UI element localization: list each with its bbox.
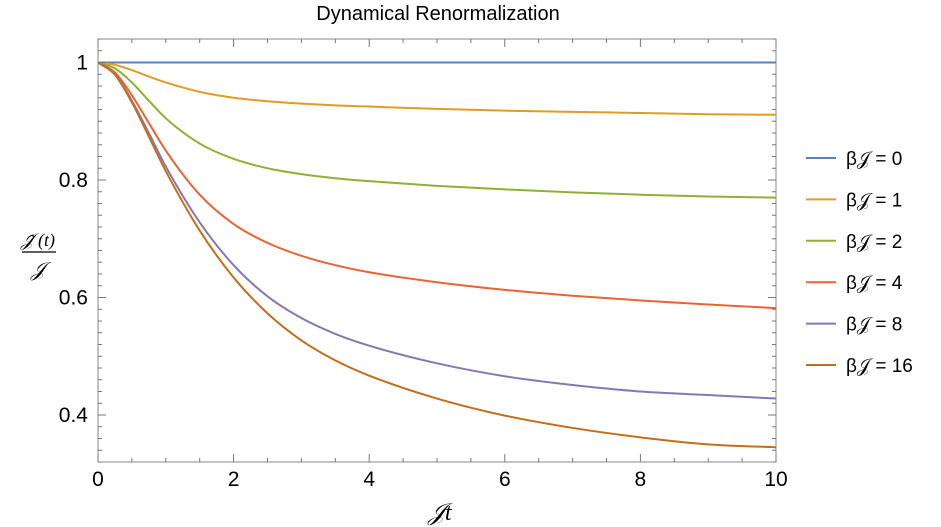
series-line-5 — [97, 61, 777, 449]
y-axis-label-numerator: 𝒥̃ (t) — [20, 230, 55, 251]
y-tick-label: 0.8 — [59, 169, 88, 192]
x-tick-label: 10 — [764, 468, 787, 491]
chart-title: Dynamical Renormalization — [316, 3, 559, 25]
y-tick-label: 0.4 — [59, 404, 89, 427]
legend: β𝒥 = 0 β𝒥 = 1 β𝒥 = 2 β𝒥 = 4 β𝒥 = 8 β𝒥 = 16 — [806, 149, 913, 377]
x-tick-label: 2 — [228, 468, 240, 491]
series-layer — [97, 61, 777, 449]
series-line-2 — [97, 61, 777, 199]
y-tick-label: 1 — [76, 52, 88, 75]
legend-label-5: β𝒥 = 16 — [846, 356, 913, 377]
series-line-4 — [97, 61, 777, 400]
x-tick-label: 4 — [363, 468, 375, 491]
legend-label-2: β𝒥 = 2 — [846, 232, 902, 253]
y-tick-label: 0.6 — [59, 287, 88, 310]
legend-label-4: β𝒥 = 8 — [846, 315, 902, 336]
series-line-1 — [97, 61, 777, 116]
x-tick-label: 6 — [499, 468, 511, 491]
axis-layer: 0 2 4 6 8 10 0.4 0.6 0.8 1 — [59, 38, 788, 491]
legend-label-3: β𝒥 = 4 — [846, 273, 903, 294]
y-axis-label: 𝒥̃ (t) 𝒥 — [20, 230, 56, 281]
x-tick-label: 0 — [92, 468, 104, 491]
legend-label-0: β𝒥 = 0 — [846, 149, 902, 170]
x-axis-label: 𝒥t — [427, 500, 453, 526]
series-line-3 — [97, 61, 777, 310]
legend-label-1: β𝒥 = 1 — [846, 190, 902, 211]
y-axis-label-denominator: 𝒥 — [30, 259, 52, 281]
x-tick-label: 8 — [635, 468, 647, 491]
